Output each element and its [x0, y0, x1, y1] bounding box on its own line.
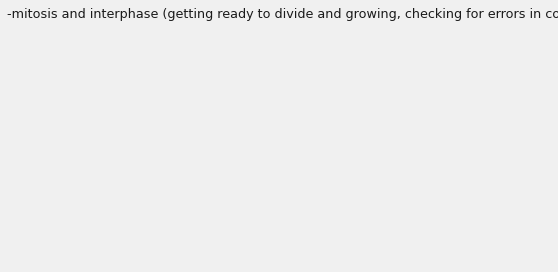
Text: -mitosis and interphase (getting ready to divide and growing, checking for error: -mitosis and interphase (getting ready t… — [7, 8, 558, 21]
